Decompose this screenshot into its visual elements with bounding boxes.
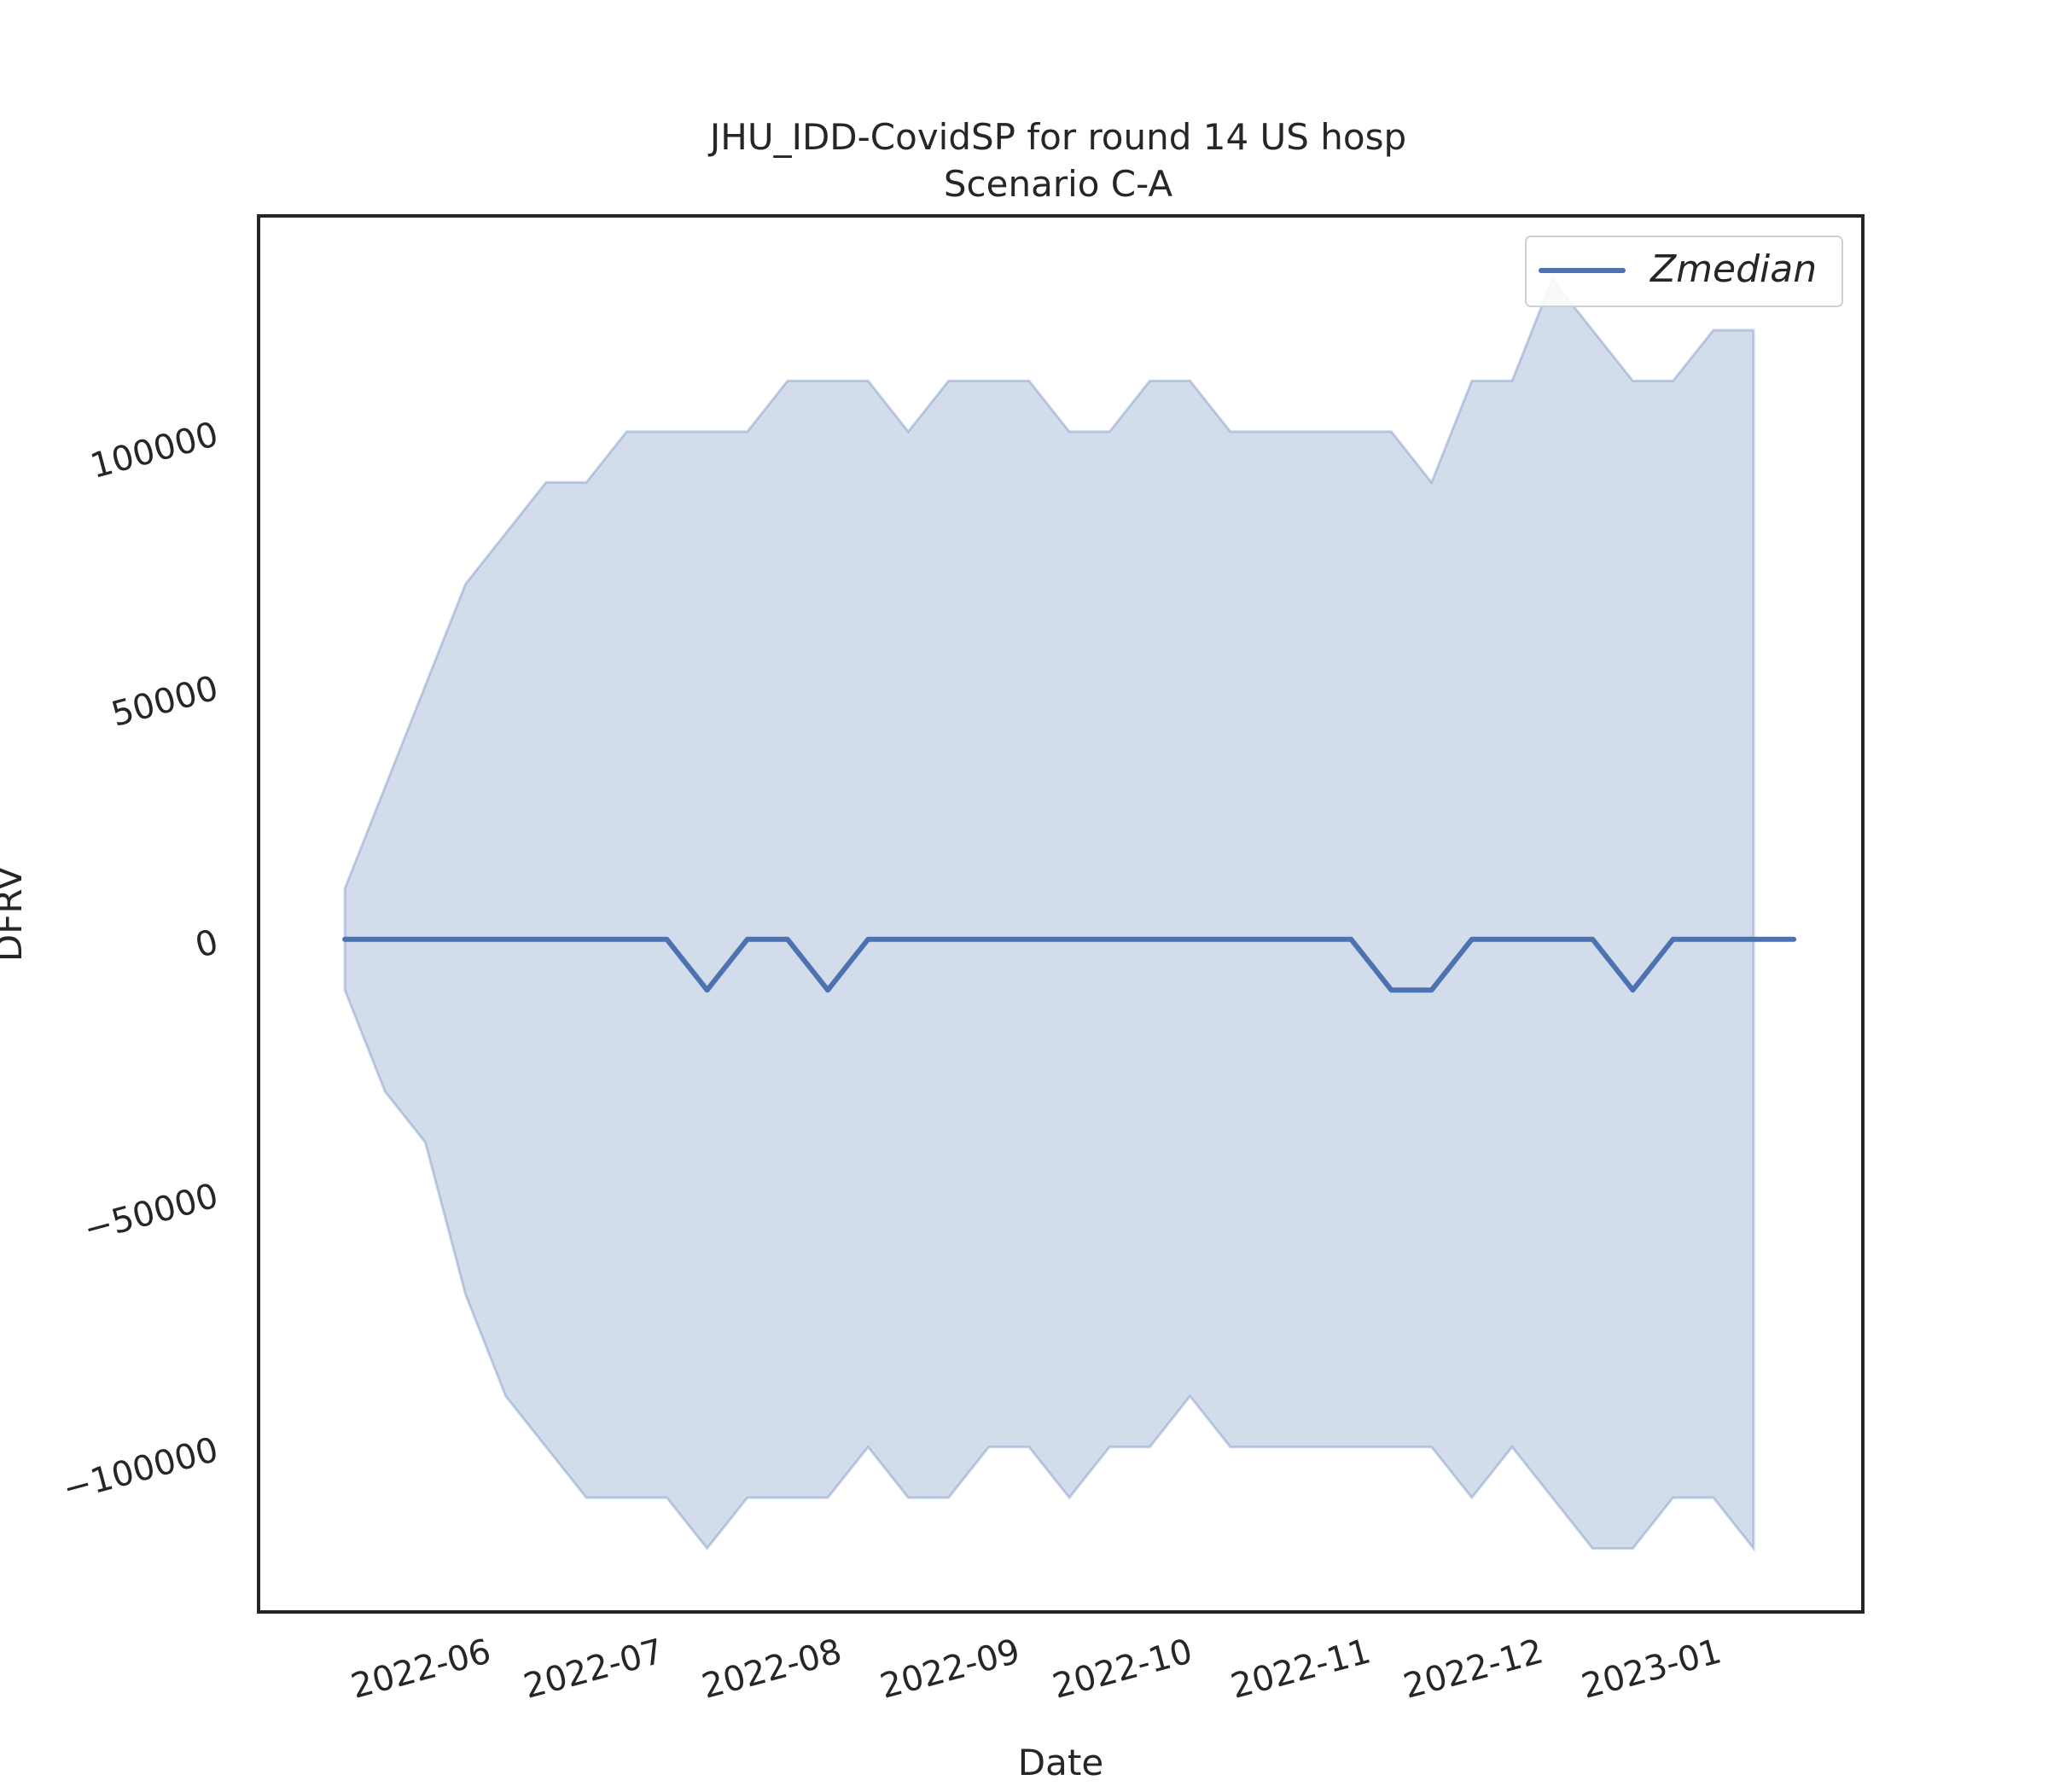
series-line-zmedian (342, 936, 1797, 993)
y-tick-label: −50000 (79, 1176, 222, 1249)
x-tick-label: 2022-08 (698, 1632, 846, 1707)
x-tick-label: 2022-12 (1399, 1632, 1547, 1707)
legend: Zmedian (1525, 236, 1843, 307)
x-tick-label: 2022-07 (520, 1632, 667, 1707)
y-tick-label: 100000 (86, 415, 222, 486)
chart-title: JHU_IDD-CovidSP for round 14 US hosp Scen… (707, 116, 1406, 205)
x-tick-label: 2022-11 (1227, 1632, 1375, 1707)
x-tick-label: 2022-06 (347, 1632, 495, 1707)
x-tick-label: 2022-10 (1049, 1632, 1196, 1707)
x-tick-label: 2022-09 (876, 1632, 1024, 1707)
plot-area (342, 276, 1797, 1552)
y-axis-label: DFRV (0, 866, 30, 962)
y-axis: −100000 −50000 0 50000 100000 (59, 415, 223, 1510)
x-axis-label: Date (1018, 1742, 1103, 1783)
y-tick-label: −100000 (59, 1430, 223, 1510)
plot-frame (257, 214, 1865, 1614)
y-tick-label: 0 (191, 922, 222, 966)
y-tick-label: 50000 (108, 669, 223, 735)
legend-box (1525, 236, 1843, 307)
confidence-band (343, 276, 1755, 1552)
x-tick-label: 2023-01 (1578, 1632, 1725, 1707)
chart-title-line: JHU_IDD-CovidSP for round 14 US hosp (707, 116, 1406, 158)
x-axis: 2022-06 2022-07 2022-08 2022-09 2022-10 2022-… (347, 1632, 1725, 1707)
chart-title-line: Scenario C-A (944, 163, 1172, 205)
legend-label-zmedian: Zmedian (1649, 247, 1817, 291)
